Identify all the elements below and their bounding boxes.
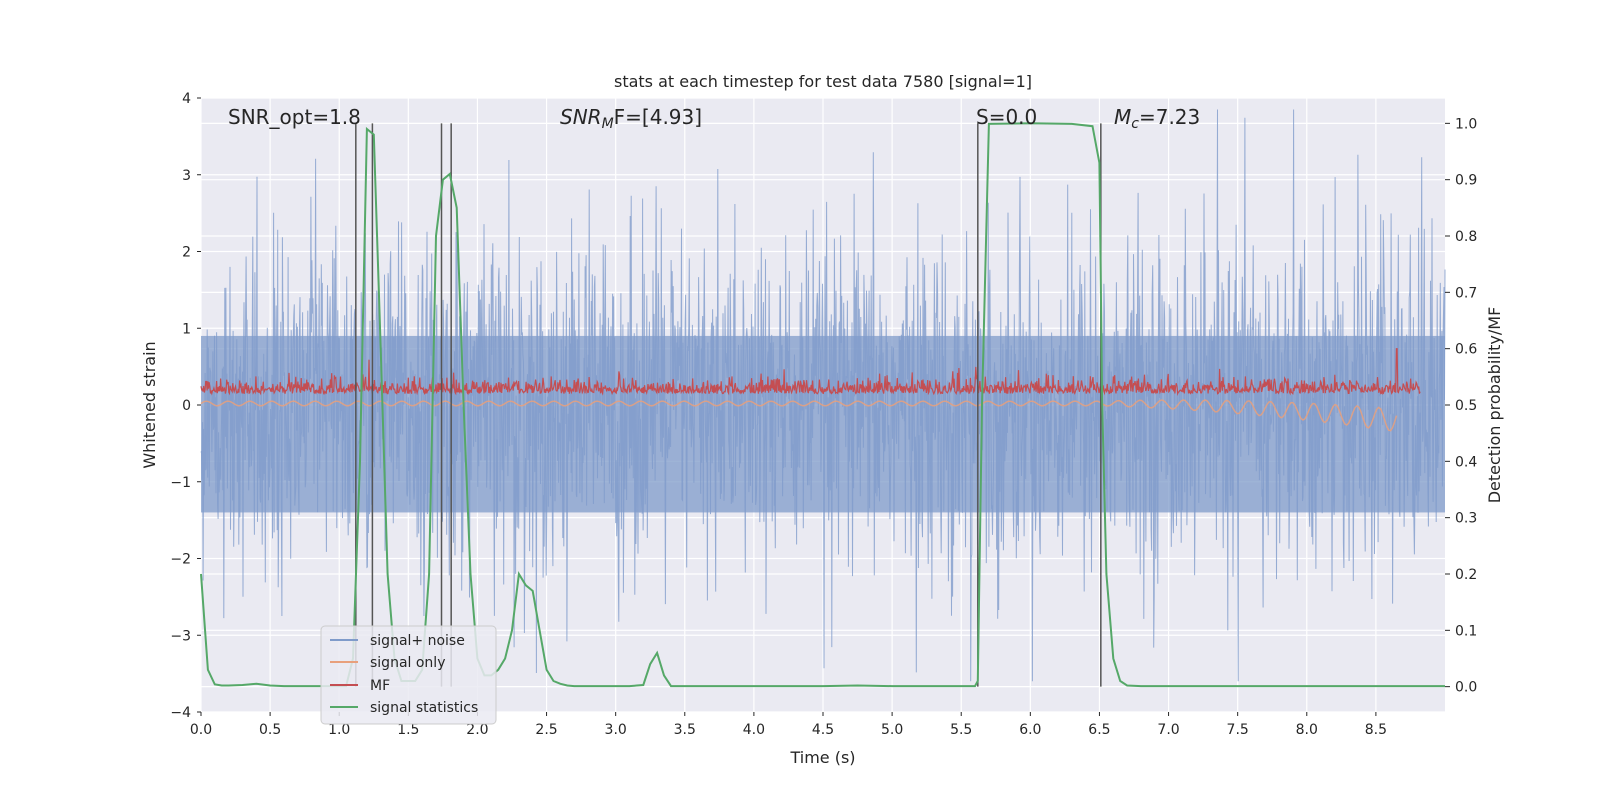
legend-label-signal-only: signal only bbox=[370, 655, 445, 671]
y2-tick-label: 0.0 bbox=[1455, 680, 1477, 696]
legend-box bbox=[320, 625, 497, 725]
x-tick-label: 7.0 bbox=[1157, 722, 1179, 738]
x-tick-label: 6.5 bbox=[1088, 722, 1110, 738]
y2-tick-label: 0.2 bbox=[1455, 567, 1477, 583]
x-tick-label: 2.5 bbox=[535, 722, 557, 738]
x-tick-label: 2.0 bbox=[466, 722, 488, 738]
annotation-snr-mf: SNRMF=[4.93] bbox=[560, 105, 702, 132]
y2-tick-label: 0.9 bbox=[1455, 173, 1477, 189]
x-tick-label: 7.5 bbox=[1227, 722, 1249, 738]
signal-only-series bbox=[200, 399, 1398, 432]
annotation-mc-rest: =7.23 bbox=[1139, 105, 1200, 129]
y2-tick-label: 0.4 bbox=[1455, 454, 1477, 470]
y2-tick-label: 0.5 bbox=[1455, 398, 1477, 414]
y2-axis-ticks: 1.0 0.9 0.8 0.7 0.6 0.5 0.4 0.3 0.2 0.1 0.0 bbox=[1445, 116, 1477, 696]
annotation-snr-mf-sub: M bbox=[602, 116, 614, 132]
y2-tick-label: 0.1 bbox=[1455, 623, 1477, 639]
y-tick-label: 1 bbox=[182, 321, 191, 337]
x-tick-label: 8.5 bbox=[1365, 722, 1387, 738]
y2-tick-label: 0.6 bbox=[1455, 342, 1477, 358]
x-axis-ticks: 0.0 0.5 1.0 1.5 2.0 2.5 3.0 3.5 4.0 4.5 5.0 5.5 6.0 6… bbox=[190, 712, 1387, 738]
annotation-mc-prefix: M bbox=[1114, 105, 1131, 129]
legend: signal+ noise signal only MF signal stat… bbox=[320, 625, 497, 725]
chart-title: stats at each timestep for test data 758… bbox=[614, 72, 1032, 91]
x-tick-label: 5.5 bbox=[950, 722, 972, 738]
signal-noise-line bbox=[200, 109, 1446, 682]
x-tick-label: 1.0 bbox=[328, 722, 350, 738]
signal-noise-series bbox=[200, 109, 1446, 682]
x-tick-label: 6.0 bbox=[1019, 722, 1041, 738]
annotation-snr-opt: SNR_opt=1.8 bbox=[228, 105, 361, 129]
y-tick-label: 0 bbox=[182, 398, 191, 414]
x-tick-label: 3.0 bbox=[605, 722, 627, 738]
x-tick-label: 1.5 bbox=[397, 722, 419, 738]
annotation-s-value: S=0.0 bbox=[976, 105, 1037, 129]
legend-label-mf: MF bbox=[370, 678, 390, 694]
x-axis-label: Time (s) bbox=[789, 748, 855, 767]
annotation-chirp-mass: Mc=7.23 bbox=[1114, 105, 1200, 132]
x-tick-label: 0.0 bbox=[190, 722, 212, 738]
annotation-snr-mf-rest: F=[4.93] bbox=[614, 105, 702, 129]
signal-only-line bbox=[200, 399, 1398, 432]
y2-tick-label: 0.8 bbox=[1455, 229, 1477, 245]
y-tick-label: −2 bbox=[170, 552, 191, 568]
y2-tick-label: 0.3 bbox=[1455, 511, 1477, 527]
y-tick-label: −4 bbox=[170, 705, 191, 721]
annotation-mc-sub: c bbox=[1131, 116, 1139, 132]
y-axis-ticks: 4 3 2 1 0 −1 −2 −3 −4 bbox=[170, 91, 201, 721]
y-tick-label: 4 bbox=[182, 91, 191, 107]
x-tick-label: 3.5 bbox=[674, 722, 696, 738]
legend-label-signal-noise: signal+ noise bbox=[370, 633, 465, 649]
y-tick-label: 3 bbox=[182, 168, 191, 184]
x-tick-label: 8.0 bbox=[1296, 722, 1318, 738]
x-tick-label: 4.0 bbox=[743, 722, 765, 738]
y-axis-label: Whitened strain bbox=[140, 341, 159, 468]
y2-tick-label: 0.7 bbox=[1455, 285, 1477, 301]
annotation-snr-mf-main: SNR bbox=[560, 105, 602, 129]
y-tick-label: −3 bbox=[170, 628, 191, 644]
y-tick-label: −1 bbox=[170, 475, 191, 491]
y2-tick-label: 1.0 bbox=[1455, 116, 1477, 132]
mf-line bbox=[200, 348, 1421, 396]
x-tick-label: 4.5 bbox=[812, 722, 834, 738]
y-tick-label: 2 bbox=[182, 245, 191, 261]
legend-label-signal-statistics: signal statistics bbox=[370, 700, 478, 716]
mf-series bbox=[200, 348, 1421, 396]
x-tick-label: 0.5 bbox=[259, 722, 281, 738]
x-tick-label: 5.0 bbox=[881, 722, 903, 738]
y2-axis-label: Detection probability/MF bbox=[1485, 307, 1504, 504]
